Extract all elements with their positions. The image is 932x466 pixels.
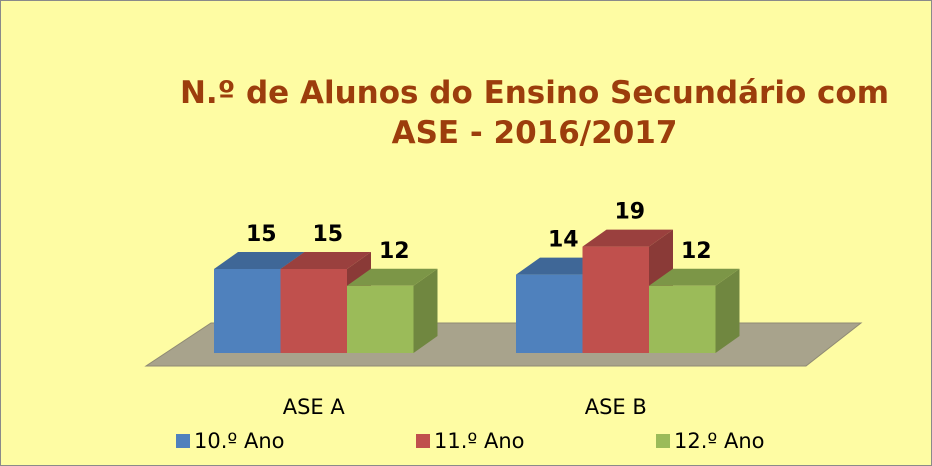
- data-label: 12: [379, 239, 410, 264]
- legend-label: 11.º Ano: [434, 429, 525, 453]
- bar: [347, 285, 414, 353]
- bar: [516, 274, 583, 353]
- data-label: 12: [681, 239, 712, 264]
- chart-title: N.º de Alunos do Ensino Secundário com A…: [179, 75, 890, 151]
- bar-top: [347, 268, 438, 286]
- bar-top: [582, 229, 673, 247]
- data-label: 19: [614, 200, 645, 225]
- x-tick-label: ASE B: [585, 395, 647, 419]
- bar-side: [413, 268, 438, 353]
- bar: [214, 269, 281, 353]
- bar-top: [280, 252, 371, 269]
- legend-label: 10.º Ano: [194, 429, 285, 453]
- bar-top: [649, 268, 740, 286]
- bar: [280, 269, 347, 353]
- bar: [582, 246, 649, 353]
- data-label: 14: [548, 228, 579, 253]
- bar: [649, 285, 716, 353]
- legend-swatch: [416, 434, 430, 448]
- x-tick-label: ASE A: [283, 395, 346, 419]
- bar-top: [214, 252, 305, 269]
- data-label: 15: [246, 222, 277, 247]
- legend-label: 12.º Ano: [674, 429, 765, 453]
- legend-swatch: [176, 434, 190, 448]
- data-label: 15: [312, 222, 343, 247]
- bar-side: [715, 268, 740, 353]
- legend-swatch: [656, 434, 670, 448]
